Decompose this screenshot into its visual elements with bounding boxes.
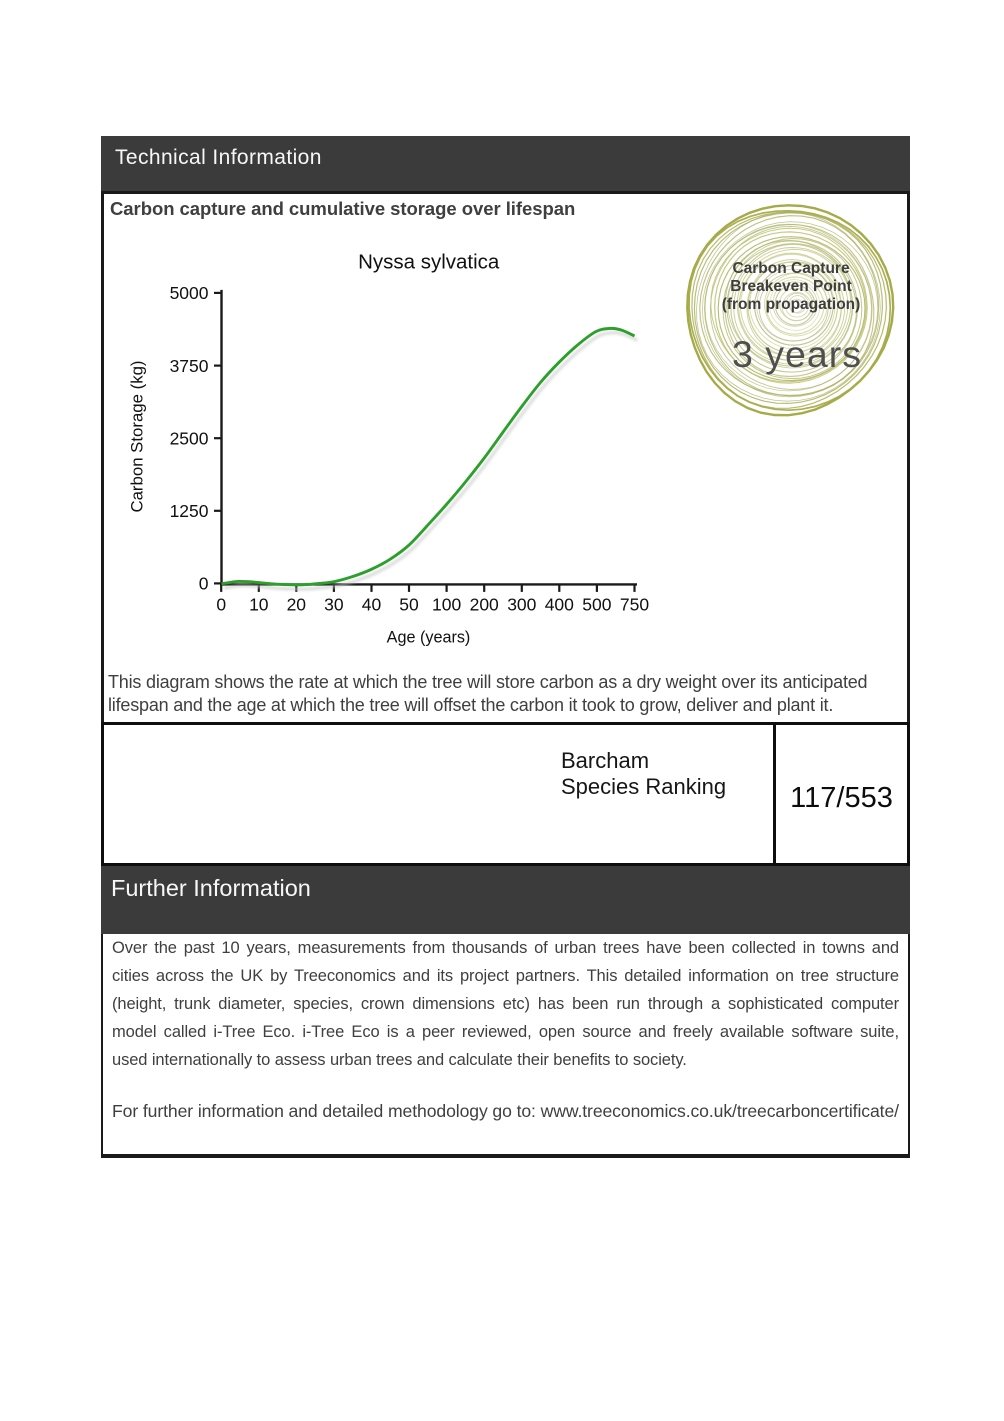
svg-text:0: 0 <box>199 574 209 594</box>
svg-text:400: 400 <box>545 595 574 615</box>
svg-text:10: 10 <box>249 595 269 615</box>
svg-text:2500: 2500 <box>170 428 209 448</box>
svg-text:Age (years): Age (years) <box>387 629 471 647</box>
svg-text:30: 30 <box>324 595 344 615</box>
svg-text:300: 300 <box>507 595 536 615</box>
svg-text:20: 20 <box>287 595 307 615</box>
svg-text:Nyssa sylvatica: Nyssa sylvatica <box>358 251 500 274</box>
svg-text:750: 750 <box>620 595 649 615</box>
svg-text:5000: 5000 <box>170 283 209 303</box>
svg-text:200: 200 <box>470 595 499 615</box>
svg-text:100: 100 <box>432 595 461 615</box>
svg-text:50: 50 <box>399 595 419 615</box>
svg-text:1250: 1250 <box>170 501 209 521</box>
svg-text:3750: 3750 <box>170 356 209 376</box>
svg-text:0: 0 <box>216 595 226 615</box>
svg-text:Carbon Storage (kg): Carbon Storage (kg) <box>128 360 147 512</box>
svg-text:500: 500 <box>582 595 611 615</box>
svg-text:40: 40 <box>362 595 382 615</box>
